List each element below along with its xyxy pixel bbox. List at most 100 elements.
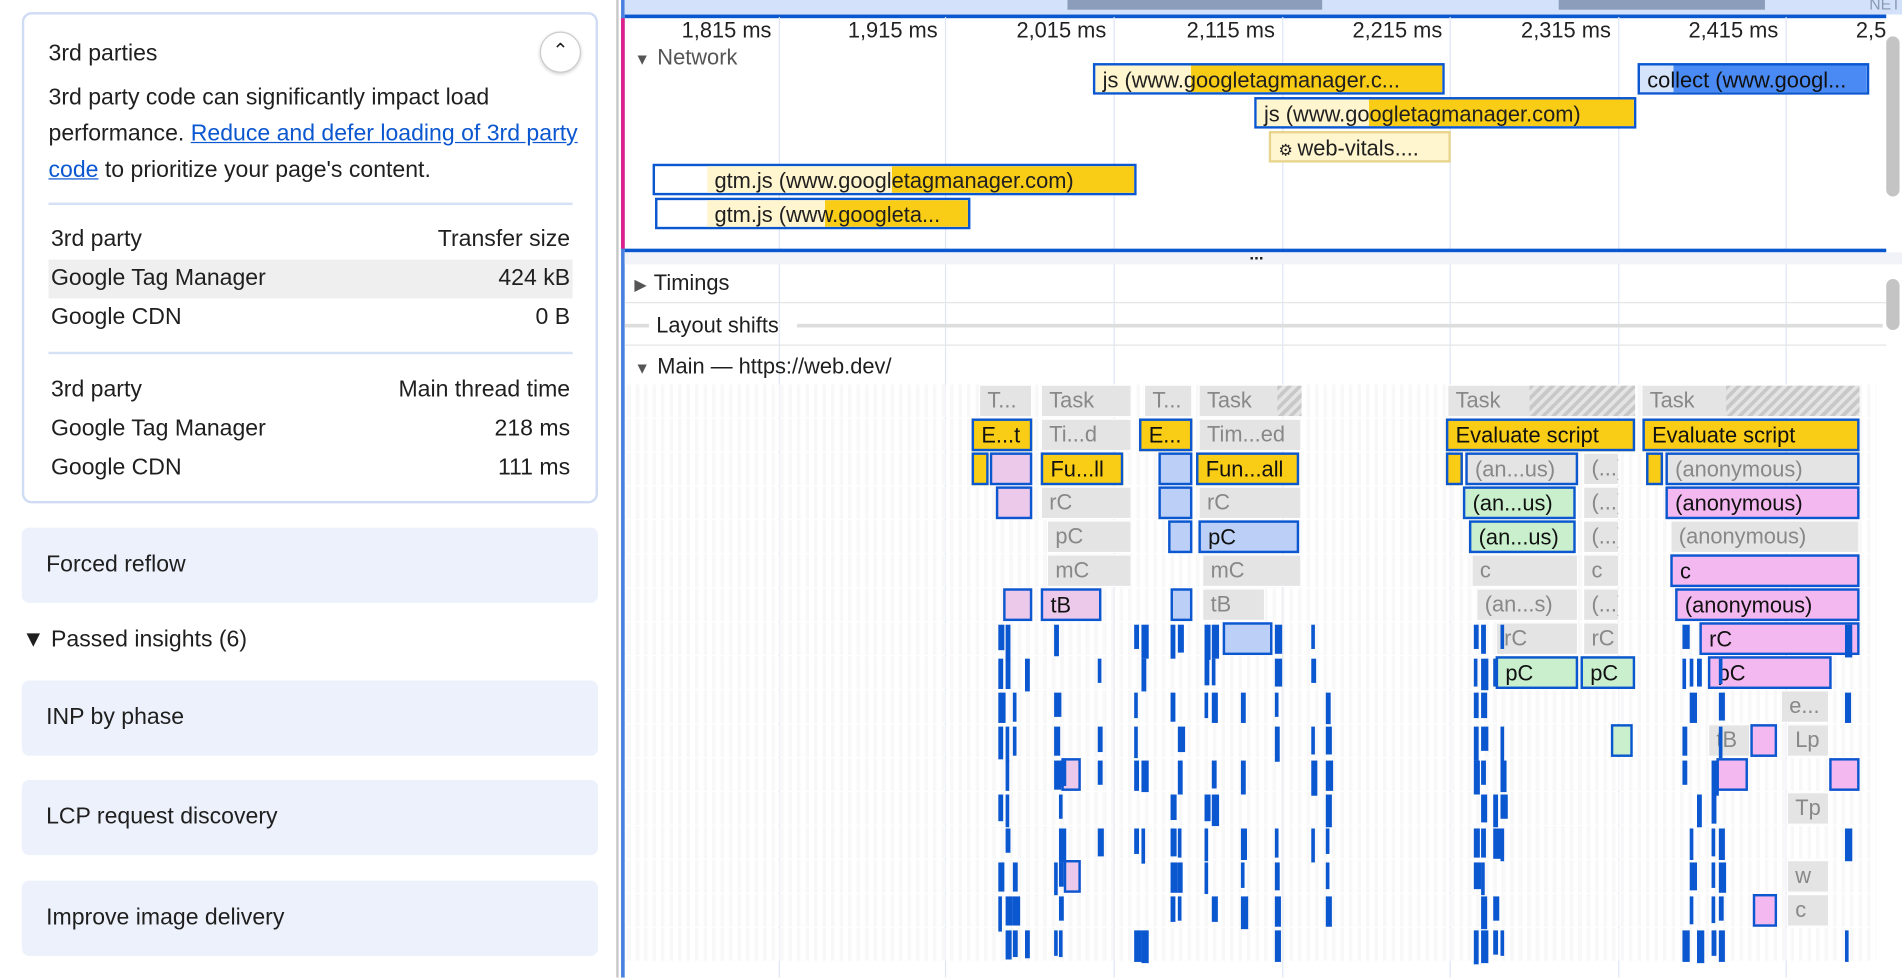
flame-call-bar[interactable] bbox=[1240, 828, 1247, 861]
flame-entry[interactable]: c bbox=[1670, 554, 1860, 588]
flame-entry[interactable]: (an...s) bbox=[1476, 588, 1579, 622]
flame-call-bar[interactable] bbox=[1500, 624, 1505, 649]
layout-shifts-track-header[interactable]: Layout shifts bbox=[656, 313, 779, 337]
flame-entry[interactable] bbox=[1829, 758, 1860, 791]
flame-entry[interactable] bbox=[1716, 758, 1748, 791]
flame-entry[interactable] bbox=[989, 452, 1033, 486]
flame-call-bar[interactable] bbox=[1005, 794, 1010, 828]
flame-call-bar[interactable] bbox=[1711, 862, 1716, 888]
flame-call-bar[interactable] bbox=[1134, 828, 1140, 854]
flame-call-bar[interactable] bbox=[1689, 658, 1694, 687]
flame-call-bar[interactable] bbox=[1058, 828, 1067, 863]
flame-call-bar[interactable] bbox=[1325, 726, 1332, 755]
flame-call-bar[interactable] bbox=[1481, 726, 1489, 751]
flame-entry[interactable]: Ti...d bbox=[1040, 418, 1132, 452]
flame-entry[interactable]: tB bbox=[1202, 588, 1266, 622]
network-request[interactable]: gtm.js (www.googleta... bbox=[655, 197, 971, 230]
flame-entry[interactable] bbox=[1158, 452, 1193, 486]
flame-call-bar[interactable] bbox=[1844, 624, 1853, 658]
flame-call-bar[interactable] bbox=[1274, 658, 1283, 687]
timings-track-header[interactable]: ▶ Timings bbox=[634, 271, 729, 298]
flame-call-bar[interactable] bbox=[1682, 658, 1687, 689]
flame-call-bar[interactable] bbox=[1711, 760, 1719, 796]
flame-call-bar[interactable] bbox=[1682, 930, 1690, 962]
flame-call-bar[interactable] bbox=[1711, 930, 1717, 956]
flame-call-bar[interactable] bbox=[1141, 760, 1149, 793]
network-request[interactable]: js (www.googletagmanager.c... bbox=[1092, 63, 1445, 95]
insight-improve-image-delivery[interactable]: Improve image delivery bbox=[21, 880, 599, 956]
network-request[interactable]: ⚙ web-vitals.... bbox=[1268, 131, 1451, 163]
flame-call-bar[interactable] bbox=[1473, 624, 1479, 649]
flame-call-bar[interactable] bbox=[1274, 896, 1281, 927]
flame-call-bar[interactable] bbox=[1005, 658, 1011, 689]
flame-entry[interactable]: Fu...ll bbox=[1040, 452, 1124, 486]
flame-call-bar[interactable] bbox=[1493, 658, 1499, 687]
flame-call-bar[interactable] bbox=[1325, 828, 1330, 854]
flame-entry[interactable]: e... bbox=[1780, 690, 1830, 723]
flame-entry[interactable]: c bbox=[1786, 893, 1830, 927]
flame-call-bar[interactable] bbox=[1058, 862, 1064, 887]
flame-entry[interactable]: T... bbox=[978, 384, 1033, 418]
flame-entry[interactable]: rC bbox=[1495, 622, 1579, 656]
flame-entry[interactable] bbox=[1158, 486, 1193, 520]
flame-entry[interactable]: pC bbox=[1495, 656, 1579, 689]
resize-handle[interactable]: ... bbox=[1249, 243, 1264, 264]
flame-call-bar[interactable] bbox=[1054, 726, 1061, 756]
flame-call-bar[interactable] bbox=[1141, 828, 1146, 864]
flame-call-bar[interactable] bbox=[1240, 692, 1246, 723]
flame-call-bar[interactable] bbox=[1204, 658, 1210, 686]
flame-call-bar[interactable] bbox=[1170, 862, 1178, 893]
flame-entry[interactable] bbox=[1750, 724, 1778, 757]
flame-call-bar[interactable] bbox=[1054, 930, 1058, 956]
flame-entry[interactable]: E... bbox=[1139, 418, 1193, 452]
flame-call-bar[interactable] bbox=[1697, 658, 1702, 687]
flame-call-bar[interactable] bbox=[1170, 896, 1176, 922]
flame-entry[interactable]: w bbox=[1786, 860, 1830, 893]
flame-call-bar[interactable] bbox=[1097, 828, 1104, 857]
flame-call-bar[interactable] bbox=[1005, 896, 1013, 926]
flame-entry[interactable]: (an...us) bbox=[1462, 486, 1576, 520]
flame-call-bar[interactable] bbox=[1177, 862, 1183, 893]
flame-call-bar[interactable] bbox=[1134, 692, 1138, 719]
flame-call-bar[interactable] bbox=[1012, 930, 1018, 958]
flame-call-bar[interactable] bbox=[1682, 624, 1690, 649]
flame-call-bar[interactable] bbox=[1097, 760, 1103, 785]
flame-call-bar[interactable] bbox=[1012, 862, 1018, 892]
flame-call-bar[interactable] bbox=[1718, 658, 1723, 685]
flame-entry[interactable]: Evaluate script bbox=[1445, 418, 1636, 452]
flame-call-bar[interactable] bbox=[1682, 760, 1688, 785]
flame-call-bar[interactable] bbox=[1718, 692, 1725, 721]
network-track-header[interactable]: ▼ Network bbox=[634, 45, 737, 72]
flame-call-bar[interactable] bbox=[1844, 692, 1852, 723]
flame-call-bar[interactable] bbox=[1493, 794, 1499, 828]
flame-call-bar[interactable] bbox=[1211, 658, 1216, 686]
flame-call-bar[interactable] bbox=[1005, 624, 1011, 660]
network-request[interactable]: gtm.js (www.googletagmanager.com) bbox=[652, 163, 1137, 196]
flame-call-bar[interactable] bbox=[1718, 726, 1723, 759]
flame-call-bar[interactable] bbox=[1097, 726, 1103, 753]
timeline-panel[interactable]: NET 1,815 ms 1,915 ms 2,015 ms 2,115 ms 2,21… bbox=[621, 0, 1902, 978]
flame-entry[interactable]: (an...us) bbox=[1465, 452, 1579, 486]
flame-call-bar[interactable] bbox=[1177, 624, 1184, 653]
flame-call-bar[interactable] bbox=[1481, 794, 1488, 823]
table-row[interactable]: Google CDN 0 B bbox=[49, 298, 573, 337]
flame-call-bar[interactable] bbox=[1500, 930, 1505, 956]
flame-entry[interactable]: Tim...ed bbox=[1198, 418, 1302, 452]
flame-call-bar[interactable] bbox=[1711, 794, 1717, 824]
flame-call-bar[interactable] bbox=[1240, 760, 1246, 795]
flame-call-bar[interactable] bbox=[1689, 828, 1694, 861]
flame-entry[interactable]: Fun...all bbox=[1196, 452, 1300, 486]
flame-call-bar[interactable] bbox=[1718, 896, 1724, 921]
flame-call-bar[interactable] bbox=[998, 794, 1004, 822]
flame-entry[interactable]: (anonymous) bbox=[1665, 452, 1860, 486]
flame-entry[interactable]: tB bbox=[1040, 588, 1102, 622]
flame-call-bar[interactable] bbox=[1500, 794, 1508, 819]
flame-call-bar[interactable] bbox=[1058, 896, 1064, 921]
flame-call-bar[interactable] bbox=[1211, 760, 1217, 789]
flame-entry[interactable]: (...) bbox=[1582, 588, 1620, 622]
flame-entry[interactable]: (...) bbox=[1582, 452, 1620, 486]
flame-call-bar[interactable] bbox=[1493, 828, 1501, 859]
flame-call-bar[interactable] bbox=[1473, 760, 1480, 795]
flame-call-bar[interactable] bbox=[1844, 828, 1853, 862]
flame-call-bar[interactable] bbox=[1481, 658, 1489, 691]
